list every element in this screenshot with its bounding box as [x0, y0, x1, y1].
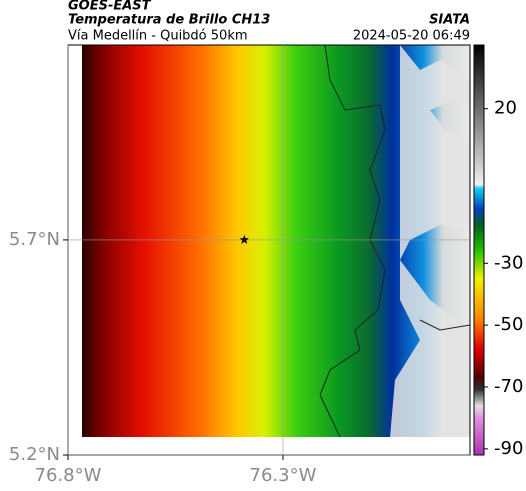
source: SIATA [429, 13, 470, 28]
colorbar-label: -90 [494, 438, 523, 459]
colorbar [473, 44, 485, 456]
colorbar-label: -50 [494, 314, 523, 335]
x-tick-label: 76.8°W [35, 465, 102, 486]
colorbar-label: -30 [494, 252, 523, 273]
title: GOES-EAST [68, 0, 152, 14]
coastline [419, 319, 471, 331]
timestamp: 2024-05-20 06:49 [353, 29, 470, 44]
x-tick-label: 76.3°W [250, 465, 317, 486]
colorbar-label: -70 [494, 376, 523, 397]
colorbar-label: 20 [494, 98, 517, 119]
location-marker [239, 234, 249, 244]
y-tick-label: 5.2°N [9, 444, 60, 465]
y-tick-label: 5.7°N [9, 229, 60, 250]
subtitle: Temperatura de Brillo CH13 [68, 13, 270, 28]
location: Vía Medellín - Quibdó 50km [68, 29, 248, 44]
cold-cloud [390, 45, 470, 437]
